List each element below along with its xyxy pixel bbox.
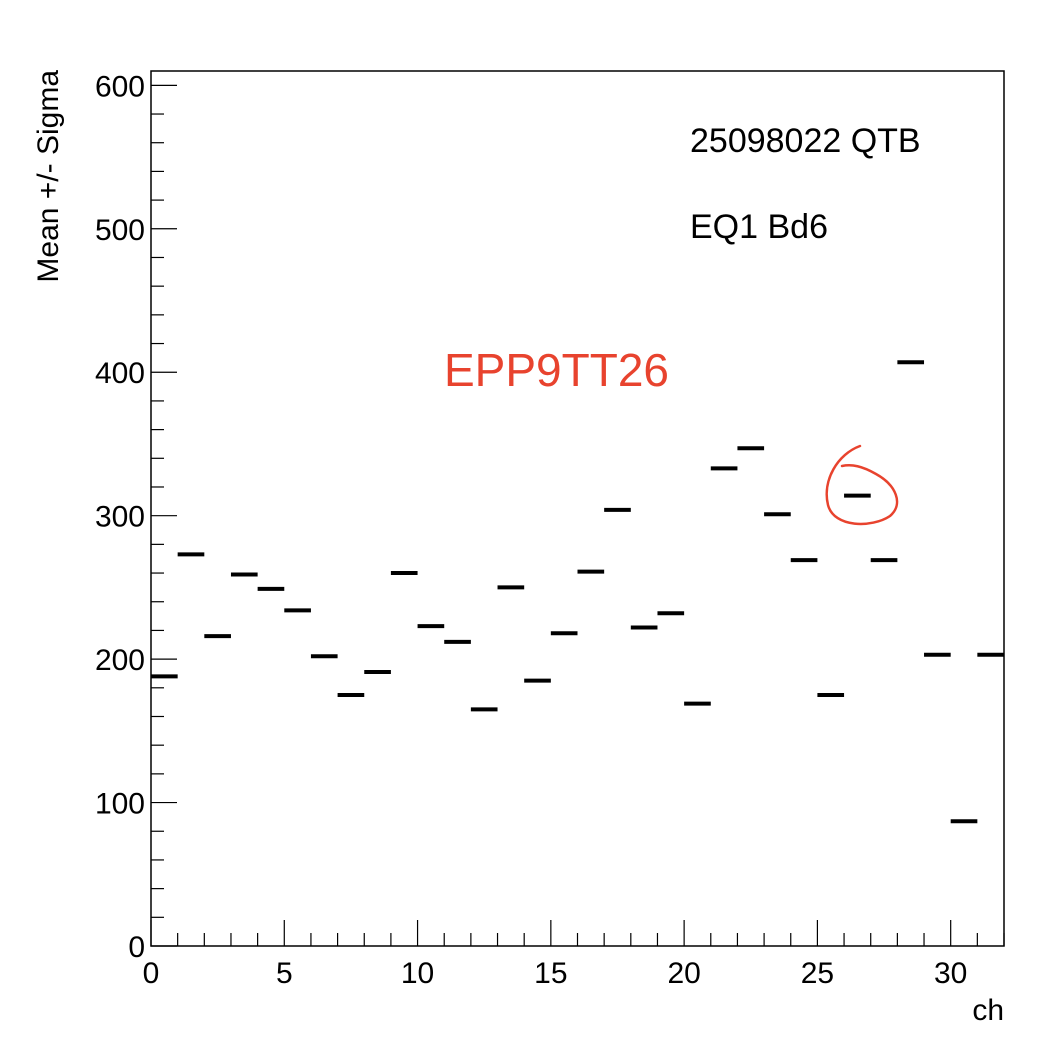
annotation-run-id: 25098022 QTB <box>690 122 921 160</box>
y-tick-label: 600 <box>95 70 145 103</box>
annotation-board: EQ1 Bd6 <box>690 208 828 246</box>
x-tick-label: 5 <box>276 957 293 990</box>
y-tick-label: 100 <box>95 788 145 821</box>
data-marks <box>151 360 1004 824</box>
x-axis-label: ch <box>972 994 1004 1027</box>
y-tick-label: 400 <box>95 357 145 390</box>
y-tick-label: 300 <box>95 501 145 534</box>
x-tick-label: 20 <box>667 957 700 990</box>
y-tick-label: 500 <box>95 214 145 247</box>
y-axis-label: Mean +/- Sigma <box>32 70 65 283</box>
y-tick-label: 200 <box>95 644 145 677</box>
x-tick-label: 30 <box>934 957 967 990</box>
x-tick-label: 25 <box>801 957 834 990</box>
x-tick-label: 0 <box>143 957 160 990</box>
highlight-circle <box>825 444 899 526</box>
x-tick-label: 10 <box>401 957 434 990</box>
x-tick-label: 15 <box>534 957 567 990</box>
y-tick-label: 0 <box>128 931 145 964</box>
annotation-handwritten-id: EPP9TT26 <box>444 344 669 396</box>
plot-frame <box>150 70 1005 947</box>
axis-ticks <box>150 84 1005 947</box>
axes-frame <box>150 70 1005 947</box>
